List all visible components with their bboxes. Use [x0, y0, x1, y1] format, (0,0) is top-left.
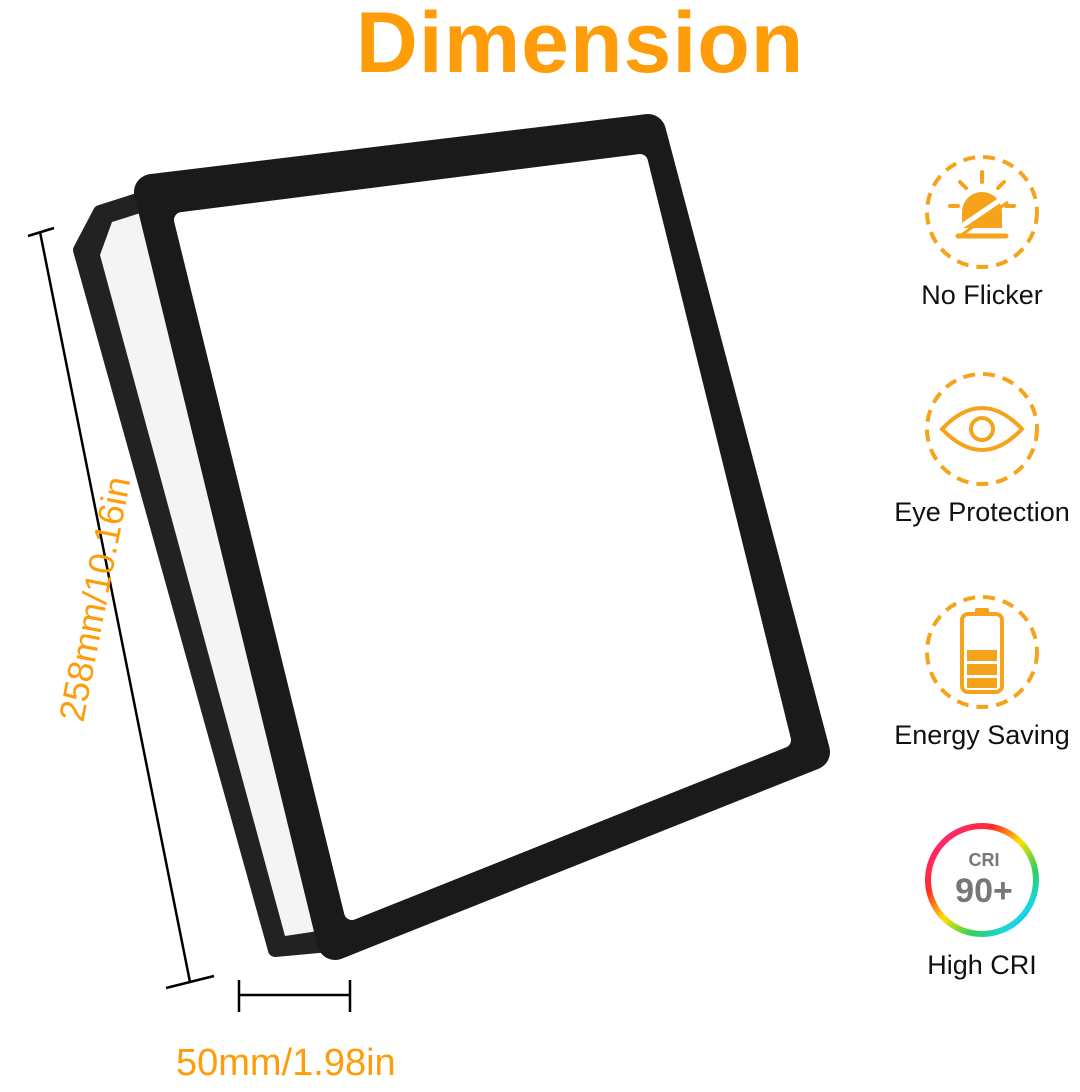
depth-dimension-line — [237, 980, 352, 1012]
no-flicker-icon — [925, 155, 1039, 269]
feature-label: No Flicker — [921, 280, 1043, 310]
feature-eye-protection: Eye Protection — [872, 367, 1080, 528]
feature-label: Eye Protection — [894, 497, 1070, 527]
feature-high-cri: CRI 90+ High CRI — [872, 810, 1080, 981]
battery-icon — [925, 595, 1039, 709]
feature-label: High CRI — [927, 950, 1037, 980]
page-title: Dimension — [355, 0, 805, 91]
lamp-diffuser — [174, 154, 791, 920]
depth-label: 50mm/1.98in — [176, 1042, 396, 1084]
cri-icon: CRI 90+ — [925, 823, 1039, 937]
height-dimension-line — [27, 226, 215, 990]
feature-label: Energy Saving — [894, 720, 1070, 750]
feature-energy-saving: Energy Saving — [872, 590, 1080, 751]
eye-icon — [925, 372, 1039, 486]
cri-badge-top: CRI — [969, 850, 1000, 870]
cri-badge-value: 90+ — [955, 872, 1013, 910]
feature-no-flicker: No Flicker — [872, 150, 1080, 311]
